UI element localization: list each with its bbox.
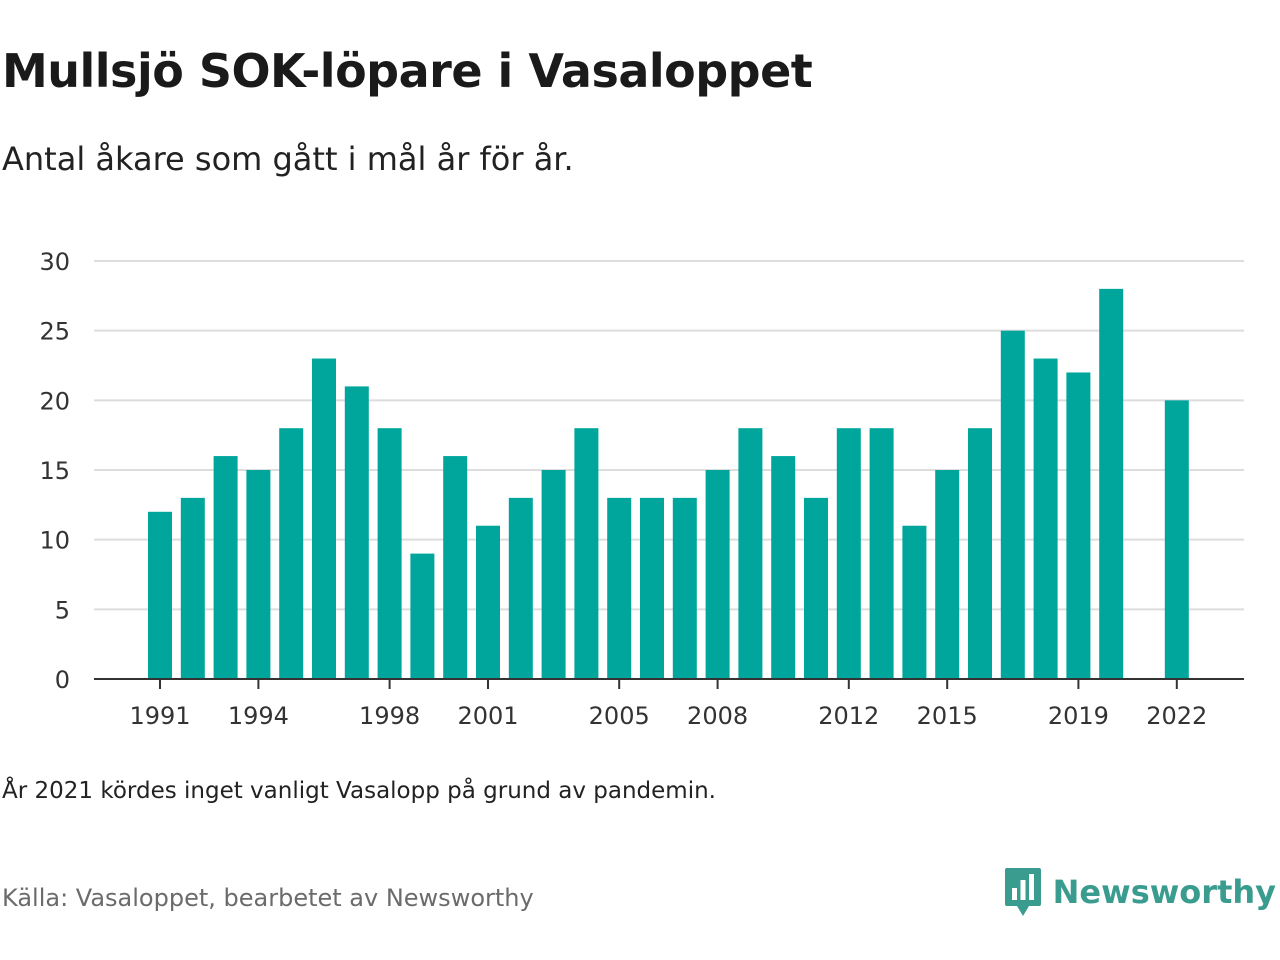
y-axis-labels: 0 5 10 15 20 25 30 — [39, 248, 70, 694]
x-tick-label: 2001 — [457, 702, 518, 730]
chart-title: Mullsjö SOK-löpare i Vasaloppet — [2, 44, 813, 98]
bar-2015 — [935, 470, 960, 679]
bar-2013 — [869, 428, 894, 679]
bar-2017 — [1000, 330, 1025, 679]
bar-1992 — [180, 497, 205, 679]
bar-2011 — [804, 497, 828, 679]
bar-2019 — [1066, 372, 1091, 679]
bar-1994 — [246, 470, 271, 679]
y-tick-label: 25 — [39, 318, 70, 346]
newsworthy-logo-text: Newsworthy — [1052, 873, 1276, 911]
bar-2008 — [705, 470, 730, 679]
bar-2006 — [640, 497, 664, 679]
bar-1993 — [213, 456, 238, 679]
y-tick-label: 20 — [39, 387, 70, 415]
bar-2009 — [738, 428, 763, 679]
source-credit: Källa: Vasaloppet, bearbetet av Newswort… — [2, 884, 534, 912]
bar-2012 — [836, 428, 861, 679]
x-axis — [94, 678, 1244, 689]
x-tick-label: 2015 — [917, 702, 978, 730]
x-tick-label: 2008 — [687, 702, 748, 730]
newsworthy-logo: Newsworthy — [1003, 866, 1276, 918]
x-tick-label: 1994 — [228, 702, 289, 730]
bar-2005 — [607, 497, 632, 679]
bar-2004 — [574, 428, 599, 679]
bar-2001 — [476, 525, 500, 679]
bar-2002 — [508, 497, 533, 679]
x-tick-label: 2005 — [589, 702, 650, 730]
y-tick-label: 0 — [55, 666, 70, 694]
bar-2010 — [771, 456, 796, 679]
x-axis-labels: 1991 1994 1998 2001 2005 2008 2012 2015 2019 2022 — [129, 702, 1207, 730]
chart-subtitle: Antal åkare som gått i mål år för år. — [2, 140, 574, 178]
bar-1998 — [377, 428, 402, 679]
bar-1991 — [148, 511, 172, 679]
bar-1995 — [279, 428, 304, 679]
x-tick-label: 1991 — [129, 702, 190, 730]
x-tick-label: 2012 — [818, 702, 879, 730]
x-tick-label: 2022 — [1146, 702, 1207, 730]
y-tick-label: 10 — [39, 527, 70, 555]
bar-2003 — [541, 470, 566, 679]
x-tick-label: 2019 — [1048, 702, 1109, 730]
x-tick-label: 1998 — [359, 702, 420, 730]
bars — [148, 288, 1189, 679]
bar-2018 — [1033, 358, 1058, 679]
bar-1996 — [312, 358, 336, 679]
bar-2000 — [443, 456, 468, 679]
bar-2022 — [1164, 400, 1189, 679]
y-tick-label: 5 — [55, 596, 70, 624]
y-tick-label: 15 — [39, 457, 70, 485]
bar-2020 — [1099, 288, 1124, 679]
bar-2007 — [672, 497, 697, 679]
bar-chart: 0 5 10 15 20 25 30 1991 1994 1998 2001 2005 2008 201… — [39, 248, 1244, 730]
bar-1997 — [344, 386, 369, 679]
bar-2014 — [902, 525, 927, 679]
y-tick-label: 30 — [39, 248, 70, 276]
bar-1999 — [410, 553, 435, 679]
bar-2016 — [968, 428, 992, 679]
newsworthy-logo-icon — [1004, 868, 1041, 916]
footnote: År 2021 kördes inget vanligt Vasalopp på… — [2, 778, 716, 804]
